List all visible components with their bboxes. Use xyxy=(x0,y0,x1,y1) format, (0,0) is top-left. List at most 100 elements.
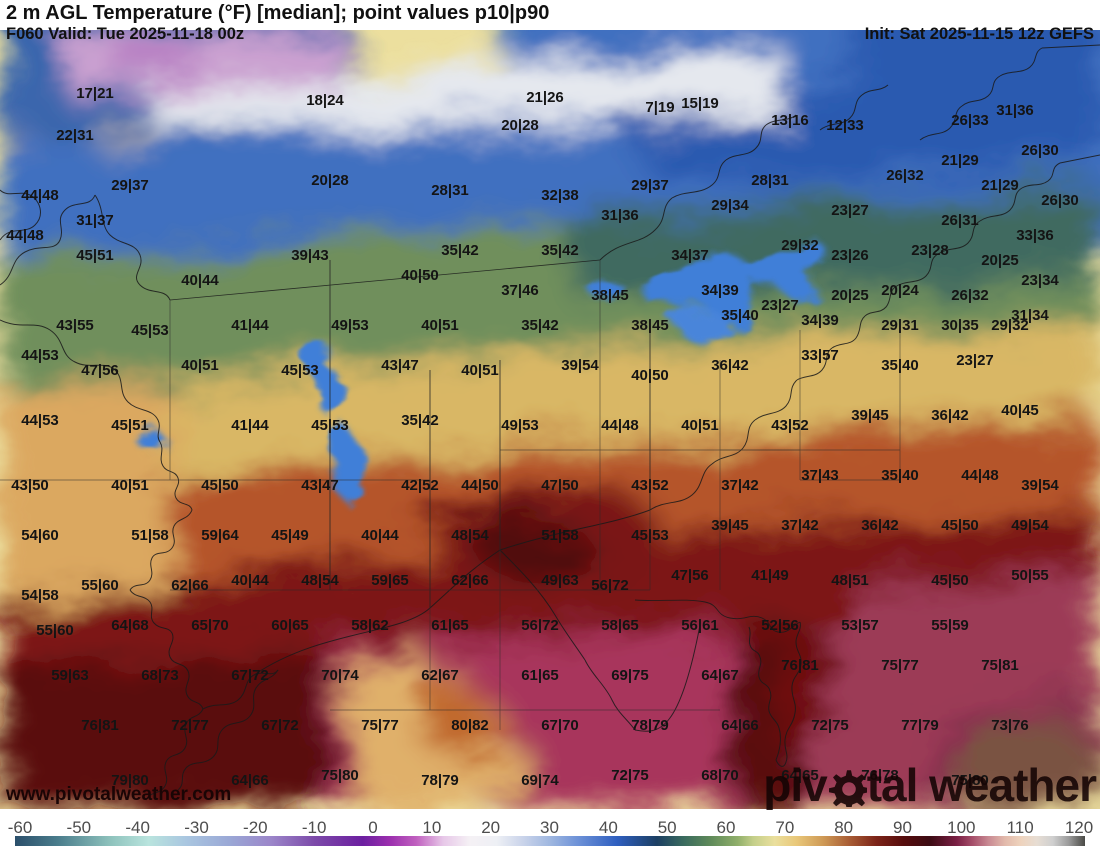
svg-text:37|42: 37|42 xyxy=(781,517,819,534)
svg-text:15|19: 15|19 xyxy=(681,95,719,112)
svg-text:26|32: 26|32 xyxy=(951,287,989,304)
svg-text:42|52: 42|52 xyxy=(401,477,439,494)
svg-text:40|50: 40|50 xyxy=(631,367,669,384)
svg-text:32|38: 32|38 xyxy=(541,187,579,204)
svg-text:31|37: 31|37 xyxy=(76,212,114,229)
svg-text:72|75: 72|75 xyxy=(811,717,849,734)
svg-text:55|60: 55|60 xyxy=(36,622,74,639)
svg-text:40|51: 40|51 xyxy=(181,357,219,374)
svg-text:37|43: 37|43 xyxy=(801,467,839,484)
svg-text:23|27: 23|27 xyxy=(956,352,994,369)
svg-text:20|24: 20|24 xyxy=(881,282,919,299)
svg-text:37|46: 37|46 xyxy=(501,282,539,299)
svg-text:40|44: 40|44 xyxy=(231,572,269,589)
svg-text:12|33: 12|33 xyxy=(826,117,864,134)
svg-text:31|36: 31|36 xyxy=(601,207,639,224)
svg-text:22|31: 22|31 xyxy=(56,127,94,144)
svg-text:21|26: 21|26 xyxy=(526,89,564,106)
svg-text:41|49: 41|49 xyxy=(751,567,789,584)
svg-text:43|52: 43|52 xyxy=(631,477,669,494)
svg-text:59|65: 59|65 xyxy=(371,572,409,589)
svg-text:23|26: 23|26 xyxy=(831,247,869,264)
svg-text:35|42: 35|42 xyxy=(441,242,479,259)
svg-text:48|54: 48|54 xyxy=(451,527,489,544)
svg-text:78|79: 78|79 xyxy=(421,772,459,789)
svg-text:60|65: 60|65 xyxy=(271,617,309,634)
svg-text:52|56: 52|56 xyxy=(761,617,799,634)
svg-text:56|61: 56|61 xyxy=(681,617,719,634)
svg-text:39|45: 39|45 xyxy=(851,407,889,424)
svg-text:20|28: 20|28 xyxy=(501,117,539,134)
svg-text:48|51: 48|51 xyxy=(831,572,869,589)
svg-text:54|60: 54|60 xyxy=(21,527,59,544)
svg-text:28|31: 28|31 xyxy=(751,172,789,189)
svg-text:62|66: 62|66 xyxy=(171,577,209,594)
svg-text:29|31: 29|31 xyxy=(881,317,919,334)
svg-text:68|70: 68|70 xyxy=(701,767,739,784)
svg-text:34|39: 34|39 xyxy=(801,312,839,329)
svg-text:45|49: 45|49 xyxy=(271,527,309,544)
svg-text:43|55: 43|55 xyxy=(56,317,94,334)
svg-text:26|31: 26|31 xyxy=(941,212,979,229)
svg-text:72|75: 72|75 xyxy=(611,767,649,784)
svg-text:45|53: 45|53 xyxy=(131,322,169,339)
svg-text:69|74: 69|74 xyxy=(521,772,559,789)
svg-text:39|45: 39|45 xyxy=(711,517,749,534)
svg-text:51|58: 51|58 xyxy=(541,527,579,544)
svg-text:45|50: 45|50 xyxy=(931,572,969,589)
svg-text:64|66: 64|66 xyxy=(721,717,759,734)
svg-text:20|25: 20|25 xyxy=(981,252,1019,269)
svg-text:47|56: 47|56 xyxy=(671,567,709,584)
svg-text:40|51: 40|51 xyxy=(111,477,149,494)
svg-text:36|42: 36|42 xyxy=(931,407,969,424)
svg-text:34|39: 34|39 xyxy=(701,282,739,299)
svg-text:73|76: 73|76 xyxy=(991,717,1029,734)
svg-text:44|48: 44|48 xyxy=(21,187,59,204)
svg-text:37|42: 37|42 xyxy=(721,477,759,494)
svg-text:58|65: 58|65 xyxy=(601,617,639,634)
svg-text:20|28: 20|28 xyxy=(311,172,349,189)
svg-text:49|63: 49|63 xyxy=(541,572,579,589)
svg-text:40|51: 40|51 xyxy=(681,417,719,434)
svg-text:64|68: 64|68 xyxy=(111,617,149,634)
svg-text:70|74: 70|74 xyxy=(321,667,359,684)
svg-text:75|81: 75|81 xyxy=(981,657,1019,674)
svg-text:69|75: 69|75 xyxy=(611,667,649,684)
svg-text:49|53: 49|53 xyxy=(501,417,539,434)
svg-text:18|24: 18|24 xyxy=(306,92,344,109)
svg-text:67|72: 67|72 xyxy=(261,717,299,734)
svg-text:39|54: 39|54 xyxy=(561,357,599,374)
svg-text:59|64: 59|64 xyxy=(201,527,239,544)
svg-text:29|37: 29|37 xyxy=(631,177,669,194)
svg-text:43|47: 43|47 xyxy=(301,477,339,494)
svg-text:67|70: 67|70 xyxy=(541,717,579,734)
svg-text:31|36: 31|36 xyxy=(996,102,1034,119)
svg-text:56|72: 56|72 xyxy=(521,617,559,634)
svg-text:13|16: 13|16 xyxy=(771,112,809,129)
svg-text:44|48: 44|48 xyxy=(601,417,639,434)
svg-text:35|40: 35|40 xyxy=(881,357,919,374)
svg-text:43|52: 43|52 xyxy=(771,417,809,434)
svg-text:58|62: 58|62 xyxy=(351,617,389,634)
svg-text:40|44: 40|44 xyxy=(361,527,399,544)
svg-text:62|67: 62|67 xyxy=(421,667,459,684)
svg-text:61|65: 61|65 xyxy=(521,667,559,684)
svg-text:49|53: 49|53 xyxy=(331,317,369,334)
svg-text:30|35: 30|35 xyxy=(941,317,979,334)
svg-text:64|67: 64|67 xyxy=(701,667,739,684)
svg-text:40|51: 40|51 xyxy=(421,317,459,334)
svg-text:44|50: 44|50 xyxy=(461,477,499,494)
svg-text:33|36: 33|36 xyxy=(1016,227,1054,244)
svg-text:28|31: 28|31 xyxy=(431,182,469,199)
svg-text:45|53: 45|53 xyxy=(631,527,669,544)
svg-text:45|51: 45|51 xyxy=(76,247,114,264)
svg-text:44|53: 44|53 xyxy=(21,347,59,364)
svg-text:51|58: 51|58 xyxy=(131,527,169,544)
svg-text:39|43: 39|43 xyxy=(291,247,329,264)
svg-text:39|54: 39|54 xyxy=(1021,477,1059,494)
svg-text:41|44: 41|44 xyxy=(231,317,269,334)
svg-text:75|80: 75|80 xyxy=(321,767,359,784)
svg-text:68|73: 68|73 xyxy=(141,667,179,684)
svg-text:35|42: 35|42 xyxy=(521,317,559,334)
svg-text:44|53: 44|53 xyxy=(21,412,59,429)
